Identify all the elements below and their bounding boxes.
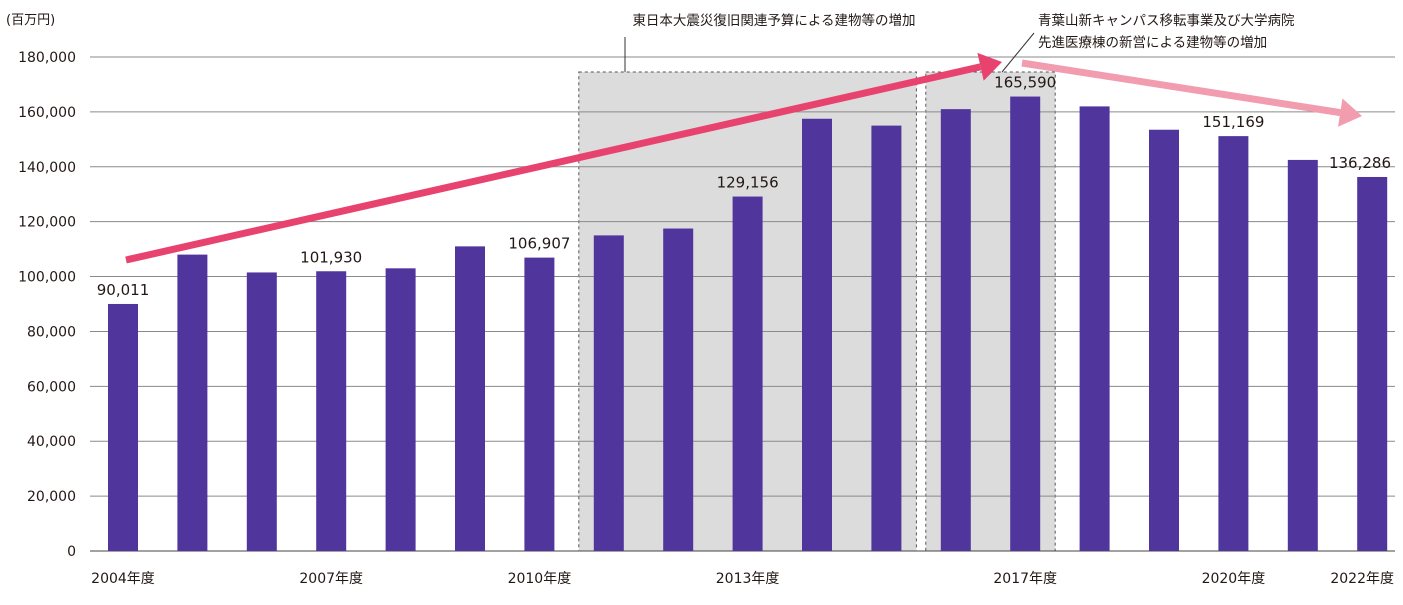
x-tick-label: 2004年度 xyxy=(91,571,155,587)
annotation-text-1: 東日本大震災復旧関連予算による建物等の増加 xyxy=(632,12,915,29)
data-label: 129,156 xyxy=(717,174,779,192)
bar-2018年度 xyxy=(1079,106,1110,552)
bar-2020年度 xyxy=(1218,136,1249,552)
bar-2014年度 xyxy=(802,118,832,551)
y-tick-label: 0 xyxy=(67,544,76,560)
x-tick-label: 2007年度 xyxy=(299,571,363,587)
bar-2019年度 xyxy=(1149,129,1179,551)
y-tick-label: 160,000 xyxy=(18,105,76,121)
bar-2004年度 xyxy=(108,303,138,551)
bar-2010年度 xyxy=(524,257,555,551)
x-tick-label: 2017年度 xyxy=(993,571,1057,587)
y-tick-label: 20,000 xyxy=(27,489,76,505)
trend-arrow-down-head xyxy=(1338,98,1362,127)
bar-2008年度 xyxy=(385,268,416,551)
trend-arrow-down-shaft xyxy=(1021,59,1341,117)
data-label: 136,286 xyxy=(1329,154,1391,172)
bar-2015年度 xyxy=(871,125,902,551)
y-tick-label: 40,000 xyxy=(27,434,76,450)
bar-2005年度 xyxy=(177,254,208,551)
bar-layer xyxy=(108,96,1388,552)
bar-2009年度 xyxy=(455,246,485,551)
bar-2013年度 xyxy=(732,196,763,552)
bar-2022年度 xyxy=(1357,176,1388,551)
trend-arrow-up-shaft xyxy=(125,63,982,264)
bar-2006年度 xyxy=(246,272,277,551)
x-tick-label: 2010年度 xyxy=(508,571,572,587)
y-tick-label: 140,000 xyxy=(18,160,76,176)
data-label: 106,907 xyxy=(508,235,570,253)
y-tick-label: 60,000 xyxy=(27,379,76,395)
data-label: 151,169 xyxy=(1202,113,1264,131)
bar-2017年度 xyxy=(1010,96,1041,551)
annotation-text-2-line-2: 先進医療棟の新営による建物等の増加 xyxy=(1038,34,1267,51)
trend-arrow-layer xyxy=(125,52,1362,264)
data-label: 90,011 xyxy=(97,281,150,299)
y-tick-label: 100,000 xyxy=(18,270,76,286)
annotation-leader-2 xyxy=(1001,32,1035,73)
data-label: 101,930 xyxy=(300,248,362,266)
y-tick-label: 180,000 xyxy=(18,50,76,66)
annotation-text-2-line-1: 青葉山新キャンパス移転事業及び大学病院 xyxy=(1038,13,1295,29)
bar-2007年度 xyxy=(316,271,347,551)
trend-arrow-up-head xyxy=(977,52,1002,81)
bar-2011年度 xyxy=(593,235,624,551)
unit-label: (百万円) xyxy=(6,13,55,28)
bar-2021年度 xyxy=(1287,159,1318,551)
label-layer: (百万円) 0 20,000 40,000 60,000 80,000 100,000 12… xyxy=(6,12,1394,587)
x-tick-label: 2013年度 xyxy=(716,571,780,587)
x-tick-label: 2022年度 xyxy=(1330,571,1394,587)
bar-2012年度 xyxy=(663,228,694,551)
y-tick-label: 80,000 xyxy=(27,324,76,340)
data-label: 165,590 xyxy=(994,74,1056,92)
x-tick-label: 2020年度 xyxy=(1202,571,1266,587)
bar-2016年度 xyxy=(940,109,971,552)
y-tick-label: 120,000 xyxy=(18,215,76,231)
